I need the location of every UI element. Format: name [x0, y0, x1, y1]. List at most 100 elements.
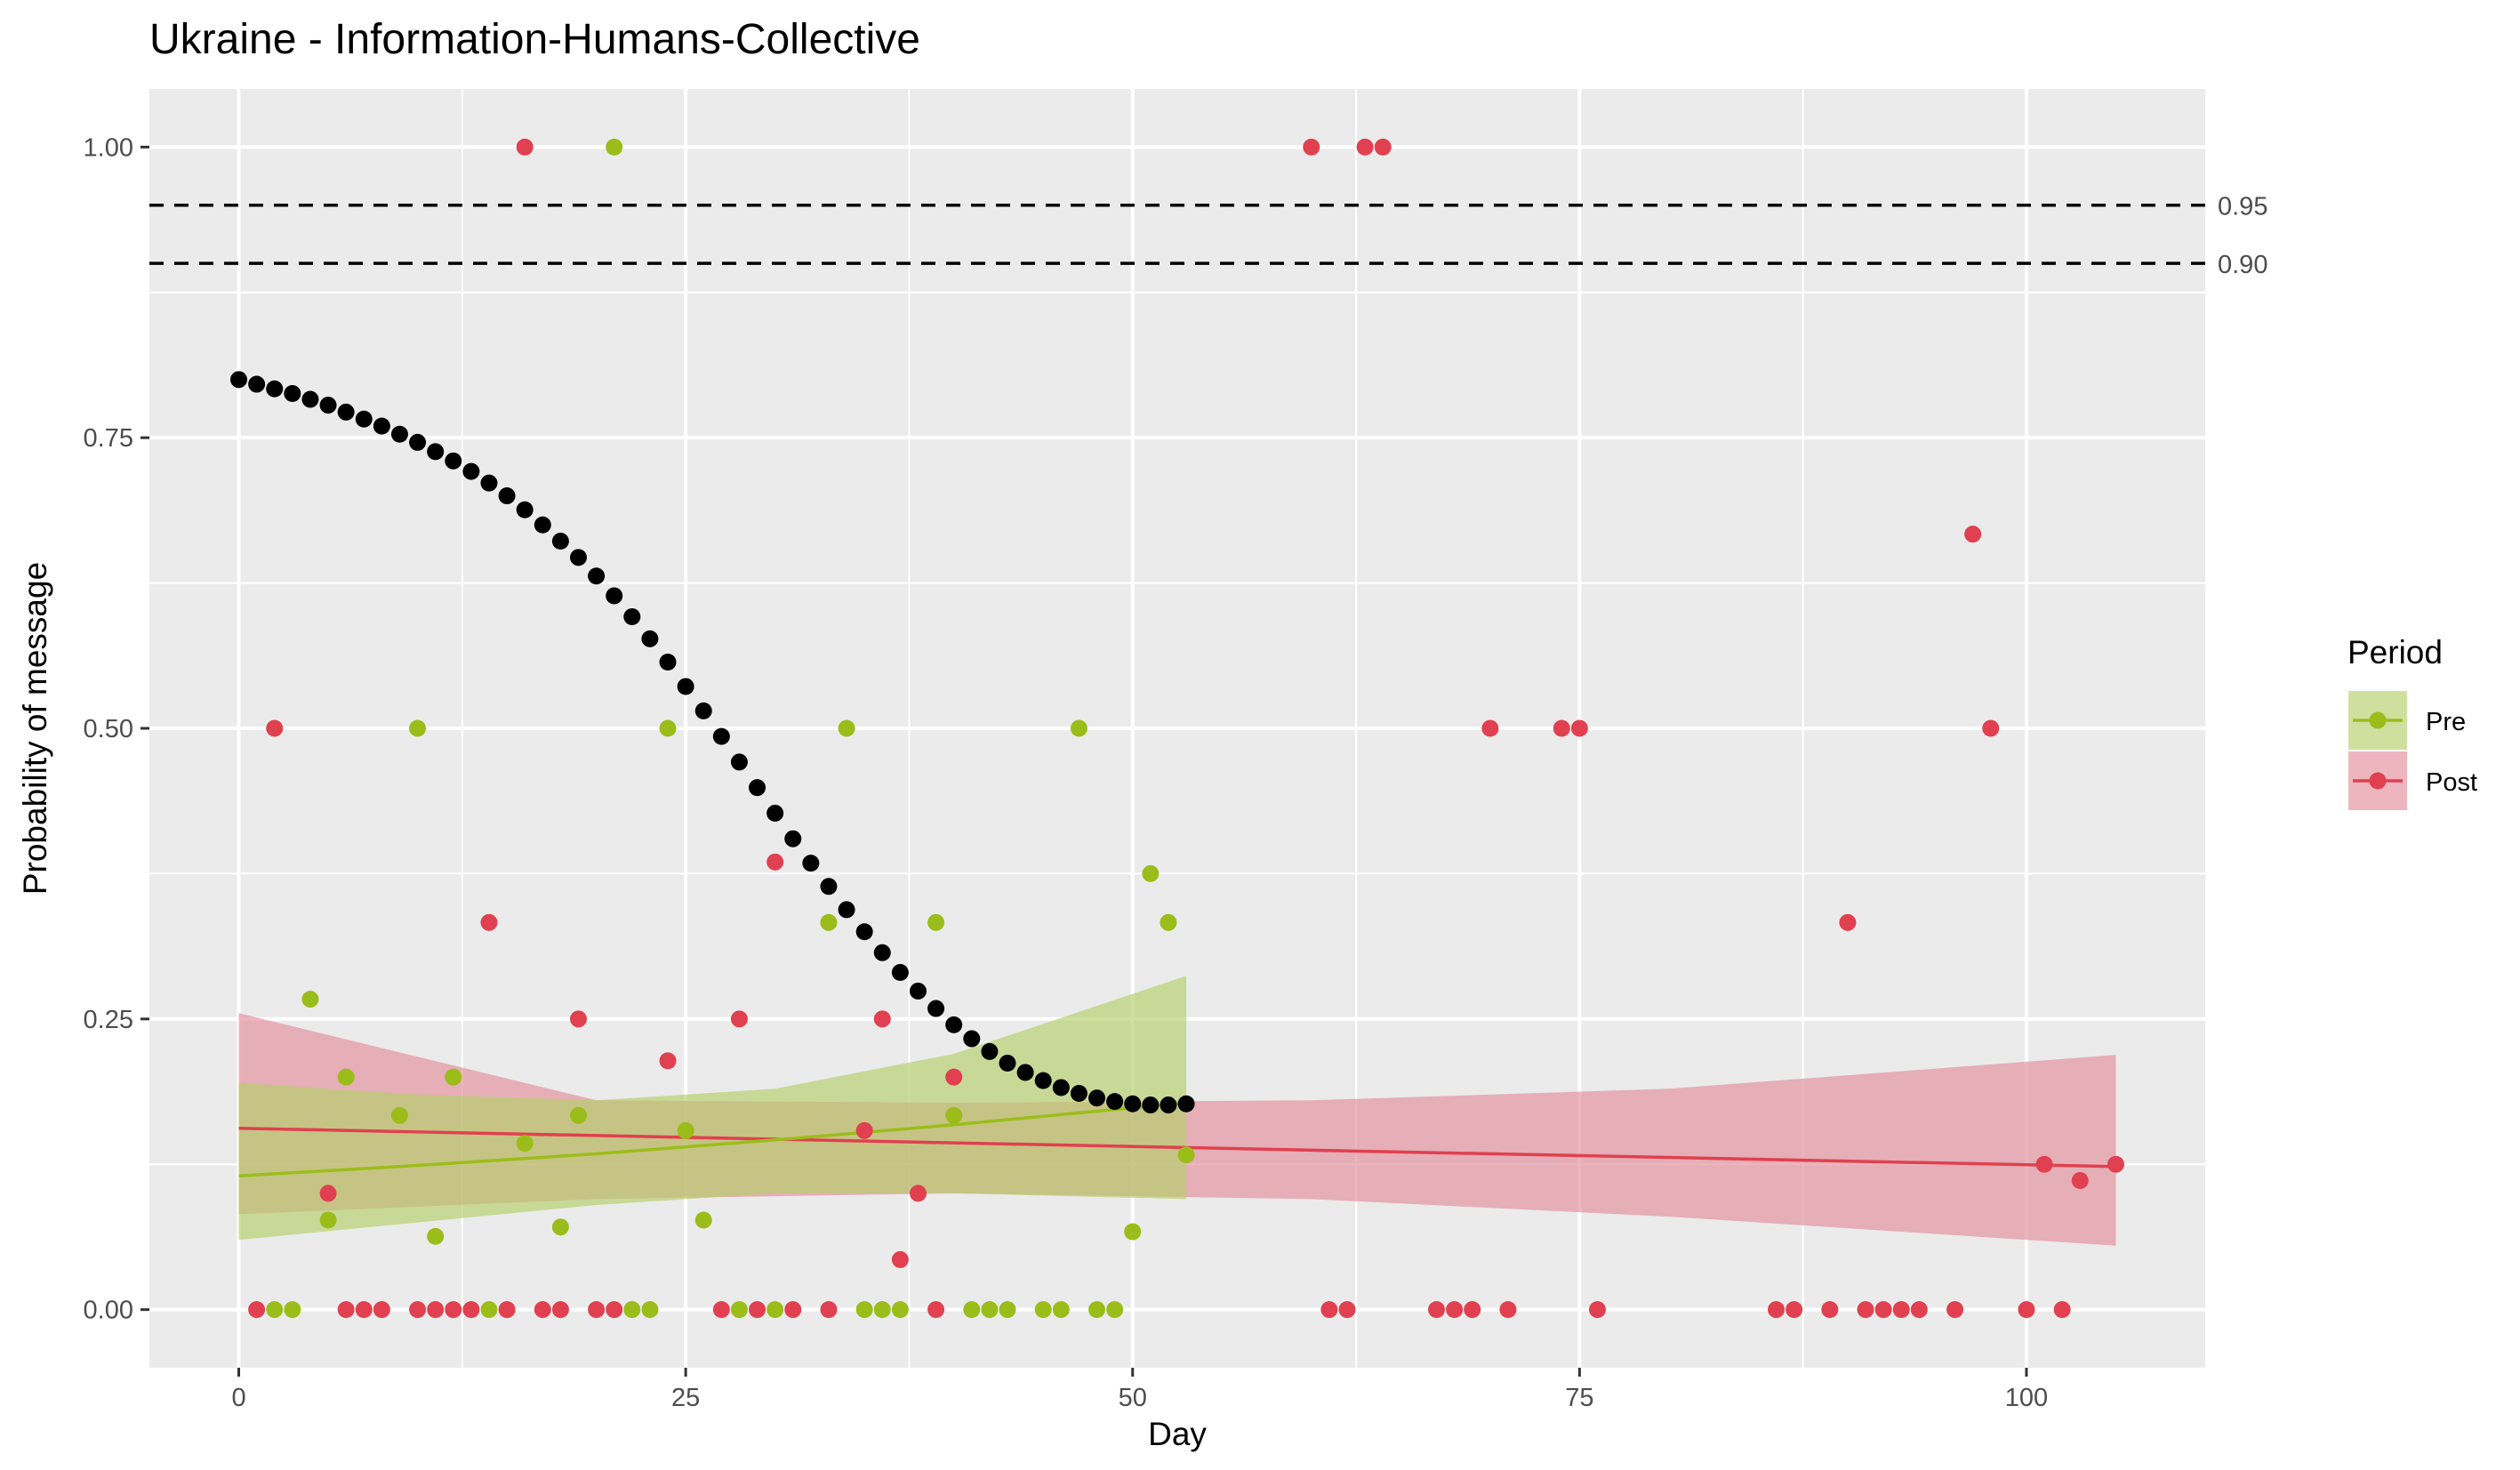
- post-point: [1320, 1301, 1338, 1319]
- post-point: [462, 1301, 480, 1319]
- x-tick-label: 100: [2005, 1384, 2048, 1412]
- threshold-point: [301, 390, 319, 408]
- pre-point: [1052, 1301, 1070, 1319]
- legend: Period Pre Post: [2347, 634, 2477, 812]
- threshold-curve: [230, 371, 1195, 1114]
- pre-point: [1034, 1301, 1052, 1319]
- threshold-point: [820, 878, 838, 896]
- threshold-point: [873, 944, 891, 961]
- post-point: [766, 853, 784, 871]
- post-point: [2035, 1155, 2053, 1173]
- pre-fit-line: [238, 1101, 1187, 1178]
- threshold-point: [480, 474, 498, 492]
- confidence-bands: [238, 976, 2116, 1246]
- chart-title: Ukraine - Information-Humans-Collective: [149, 16, 920, 63]
- threshold-point: [355, 410, 373, 428]
- threshold-point: [462, 462, 480, 480]
- threshold-point: [1160, 1096, 1177, 1114]
- post-point: [1821, 1301, 1839, 1319]
- threshold-point: [623, 608, 641, 626]
- post-point: [1374, 138, 1392, 156]
- pre-point: [480, 1301, 498, 1319]
- post-point: [2107, 1155, 2124, 1173]
- pre-point: [445, 1068, 462, 1086]
- post-point: [1303, 138, 1320, 156]
- threshold-point: [1070, 1084, 1087, 1102]
- pre-point: [1088, 1301, 1106, 1319]
- pre-point: [1177, 1146, 1195, 1164]
- pre-point: [551, 1218, 569, 1236]
- post-point: [570, 1010, 588, 1028]
- threshold-point: [1142, 1096, 1160, 1114]
- post-point: [1553, 719, 1570, 737]
- post-point: [1499, 1301, 1517, 1319]
- threshold-point: [749, 779, 766, 797]
- pre-point: [891, 1301, 909, 1319]
- post-point: [784, 1301, 802, 1319]
- legend-point-post: [2369, 772, 2387, 790]
- post-point: [945, 1068, 963, 1086]
- threshold-point: [712, 727, 730, 745]
- threshold-point: [498, 487, 516, 505]
- threshold-point: [588, 567, 606, 585]
- post-point: [891, 1250, 909, 1268]
- post-point: [1767, 1301, 1785, 1319]
- threshold-point: [1124, 1095, 1142, 1113]
- pre-point: [641, 1301, 659, 1319]
- y-tick-label: 0.75: [84, 424, 133, 453]
- post-point: [606, 1301, 623, 1319]
- post-point: [1570, 719, 1588, 737]
- pre-point: [1142, 864, 1160, 882]
- post-point: [2018, 1301, 2035, 1319]
- y-tick-label: 1.00: [84, 133, 133, 162]
- post-point: [588, 1301, 606, 1319]
- post-point: [373, 1301, 390, 1319]
- threshold-point: [230, 371, 248, 389]
- post-point: [266, 719, 284, 737]
- x-tick-label: 75: [1565, 1384, 1593, 1412]
- threshold-point: [963, 1030, 981, 1048]
- y-axis-title: Probability of message: [17, 562, 53, 895]
- pre-point: [820, 913, 838, 931]
- post-point: [2053, 1301, 2071, 1319]
- pre-point: [337, 1068, 355, 1086]
- post-point: [319, 1185, 337, 1202]
- pre-point: [927, 913, 945, 931]
- post-point: [498, 1301, 516, 1319]
- post-point: [1857, 1301, 1874, 1319]
- pre-point: [319, 1211, 337, 1229]
- post-point: [1874, 1301, 1892, 1319]
- pre-point: [1106, 1301, 1124, 1319]
- threshold-point: [909, 982, 927, 1000]
- post-point: [1356, 138, 1374, 156]
- post-point: [659, 1052, 677, 1070]
- pre-point: [409, 719, 427, 737]
- post-point: [1428, 1301, 1446, 1319]
- threshold-point: [1016, 1064, 1034, 1081]
- post-point: [1982, 719, 2000, 737]
- post-point: [445, 1301, 462, 1319]
- pre-point: [570, 1106, 588, 1124]
- pre-point: [1070, 719, 1087, 737]
- pre-point: [1124, 1223, 1142, 1241]
- post-point: [712, 1301, 730, 1319]
- pre-point: [766, 1301, 784, 1319]
- post-point: [516, 138, 534, 156]
- post-point: [1786, 1301, 1803, 1319]
- threshold-point: [730, 753, 748, 771]
- pre-point: [606, 138, 623, 156]
- post-point: [1964, 526, 1982, 543]
- post-point: [1464, 1301, 1481, 1319]
- data-points: [248, 138, 2124, 1319]
- threshold-point: [570, 549, 588, 566]
- threshold-point: [1106, 1093, 1124, 1111]
- threshold-point: [999, 1054, 1016, 1072]
- post-point: [749, 1301, 766, 1319]
- pre-point: [945, 1106, 963, 1124]
- legend-title: Period: [2347, 634, 2443, 671]
- threshold-point: [981, 1042, 999, 1060]
- pre-point: [266, 1301, 284, 1319]
- post-point: [534, 1301, 551, 1319]
- y-tick-label: 0.00: [84, 1297, 133, 1325]
